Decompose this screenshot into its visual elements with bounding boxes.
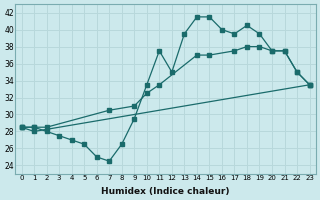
X-axis label: Humidex (Indice chaleur): Humidex (Indice chaleur) xyxy=(101,187,230,196)
